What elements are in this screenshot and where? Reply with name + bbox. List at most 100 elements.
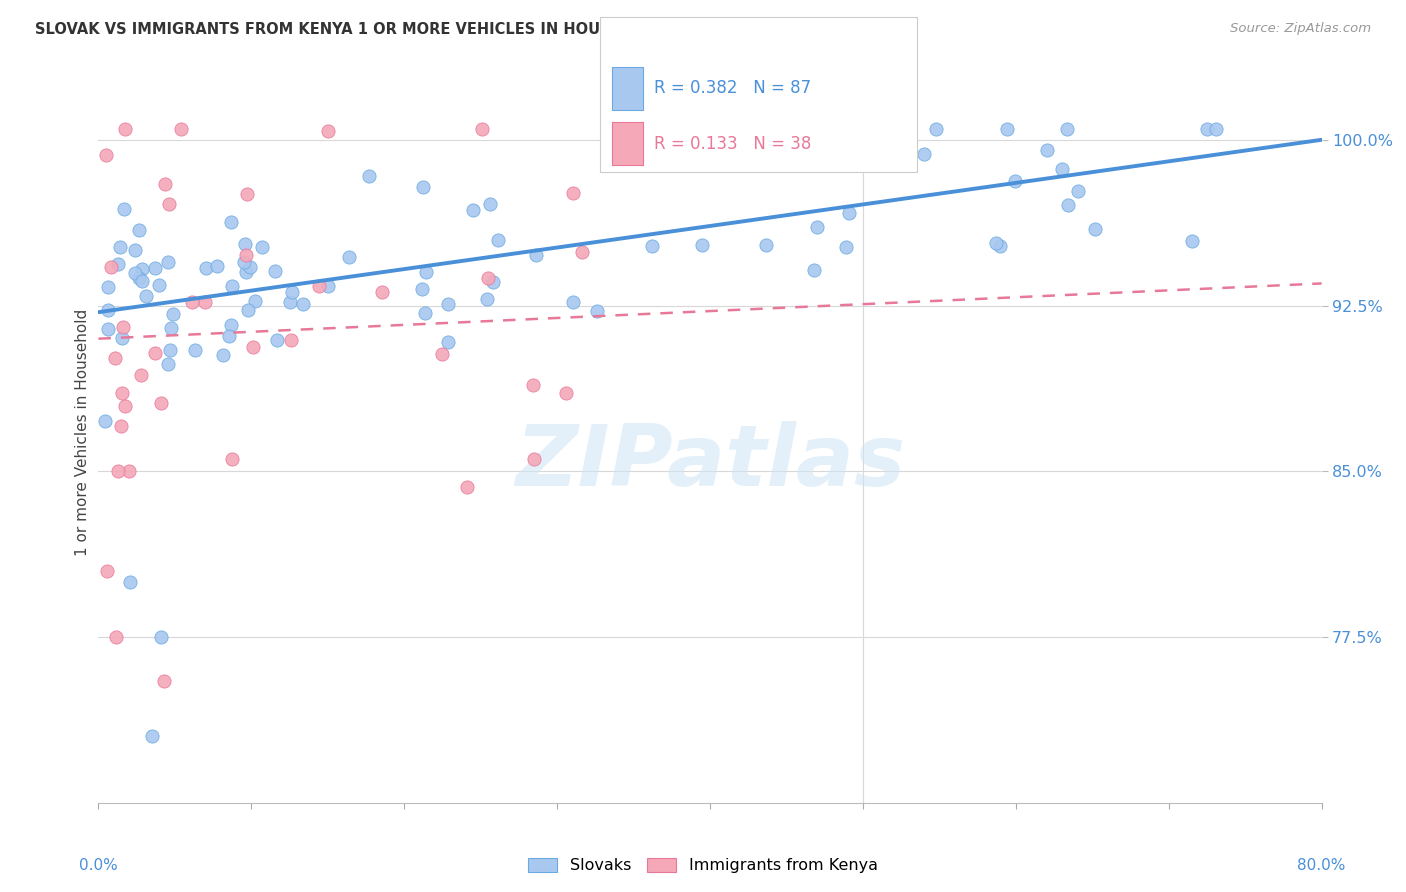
Point <box>128 271 150 285</box>
Point <box>110 419 132 434</box>
Point <box>150 396 173 410</box>
Point <box>157 357 180 371</box>
Point <box>236 187 259 202</box>
Point <box>107 257 129 271</box>
Point <box>281 285 304 299</box>
Point <box>97 322 120 336</box>
Point <box>278 295 301 310</box>
Point <box>108 239 131 253</box>
Point <box>1057 198 1080 212</box>
Point <box>640 239 662 253</box>
Point <box>1050 161 1073 176</box>
Point <box>118 464 141 478</box>
Point <box>135 289 157 303</box>
Point <box>1181 235 1204 249</box>
Point <box>219 318 242 333</box>
Point <box>571 244 593 259</box>
Point <box>111 386 134 401</box>
Point <box>522 377 544 392</box>
Point <box>841 141 863 155</box>
Point <box>308 278 330 293</box>
Point <box>124 266 146 280</box>
Text: R = 0.382   N = 87: R = 0.382 N = 87 <box>654 79 811 97</box>
Point <box>162 307 184 321</box>
Point <box>120 574 142 589</box>
Point <box>437 296 460 310</box>
Point <box>562 186 585 200</box>
Point <box>112 202 135 216</box>
Point <box>218 328 240 343</box>
Point <box>1195 121 1218 136</box>
Point <box>159 343 181 357</box>
Point <box>316 278 339 293</box>
Point <box>233 255 256 269</box>
Point <box>316 124 339 138</box>
Point <box>912 146 935 161</box>
Point <box>586 304 609 318</box>
Point <box>925 121 948 136</box>
Point <box>463 202 485 217</box>
Point <box>94 414 117 428</box>
Point <box>212 348 235 362</box>
Point <box>280 333 302 347</box>
Point <box>111 331 134 345</box>
Point <box>413 306 436 320</box>
Point <box>143 261 166 276</box>
Point <box>524 248 547 262</box>
Point <box>988 239 1011 253</box>
Point <box>291 296 314 310</box>
Point <box>411 282 433 296</box>
Point <box>153 674 176 689</box>
Point <box>522 452 544 467</box>
Point <box>1004 174 1026 188</box>
Point <box>149 630 172 644</box>
Point <box>243 294 266 309</box>
Text: R = 0.133   N = 38: R = 0.133 N = 38 <box>654 135 811 153</box>
Point <box>477 271 499 285</box>
Point <box>148 277 170 292</box>
Text: Source: ZipAtlas.com: Source: ZipAtlas.com <box>1230 22 1371 36</box>
Point <box>157 197 180 211</box>
Point <box>157 255 180 269</box>
Point <box>239 260 262 274</box>
Point <box>1205 121 1227 136</box>
Text: 80.0%: 80.0% <box>1298 858 1346 873</box>
Point <box>131 274 153 288</box>
Point <box>1083 222 1105 236</box>
Point <box>838 206 860 220</box>
Point <box>477 293 499 307</box>
Point <box>690 238 713 252</box>
Point <box>562 295 585 310</box>
Point <box>415 264 437 278</box>
Point <box>124 243 146 257</box>
Point <box>456 480 478 494</box>
Point <box>233 236 256 251</box>
Point <box>995 121 1018 136</box>
Point <box>412 180 434 194</box>
Point <box>111 319 134 334</box>
Legend: Slovaks, Immigrants from Kenya: Slovaks, Immigrants from Kenya <box>522 851 884 880</box>
Point <box>180 295 202 310</box>
Point <box>236 303 259 318</box>
Point <box>141 730 163 744</box>
Point <box>471 121 494 136</box>
Point <box>984 235 1007 250</box>
Point <box>235 265 257 279</box>
Point <box>555 386 578 401</box>
Point <box>194 294 217 309</box>
Point <box>96 564 118 578</box>
Point <box>129 368 152 382</box>
Point <box>104 630 127 644</box>
Point <box>97 302 120 317</box>
Point <box>436 335 458 350</box>
Point <box>170 121 193 136</box>
Point <box>252 239 274 253</box>
Point <box>1056 121 1078 136</box>
Text: ZIPatlas: ZIPatlas <box>515 421 905 504</box>
Point <box>131 262 153 277</box>
Point <box>195 260 218 275</box>
Point <box>803 263 825 277</box>
Point <box>97 280 120 294</box>
Text: SLOVAK VS IMMIGRANTS FROM KENYA 1 OR MORE VEHICLES IN HOUSEHOLD CORRELATION CHAR: SLOVAK VS IMMIGRANTS FROM KENYA 1 OR MOR… <box>35 22 848 37</box>
Point <box>221 451 243 466</box>
